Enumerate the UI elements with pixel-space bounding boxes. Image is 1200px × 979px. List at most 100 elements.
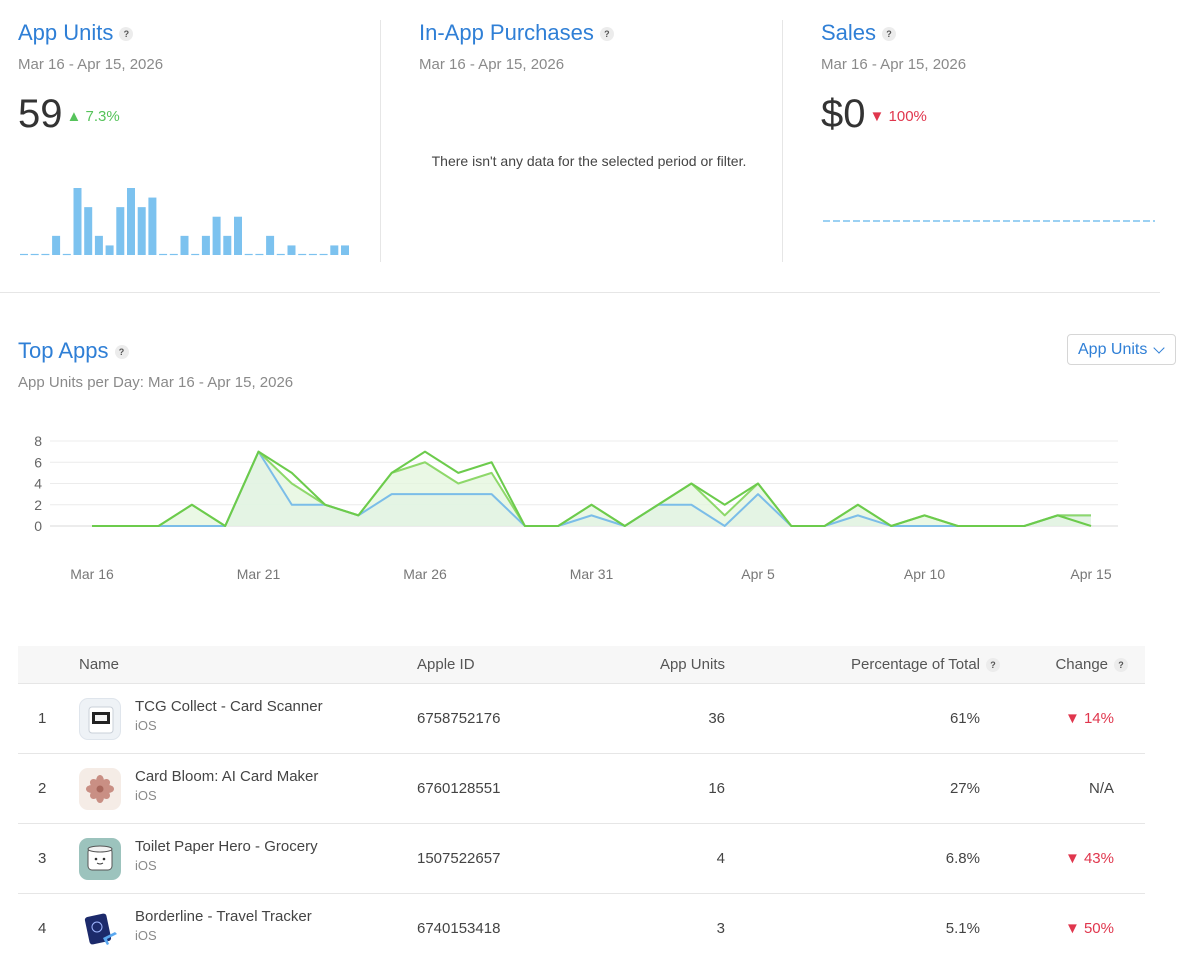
apple-id: 1507522657 [417, 850, 501, 867]
y-tick-label: 8 [34, 433, 42, 449]
help-icon[interactable]: ? [599, 27, 614, 42]
rank: 3 [38, 850, 47, 867]
apple-id: 6760128551 [417, 780, 501, 797]
col-units-header[interactable]: App Units [659, 656, 725, 673]
bar[interactable] [137, 207, 146, 255]
table-row[interactable]: 1 TCG Collect - Card Scanner iOS 6758752… [18, 684, 1145, 754]
help-icon[interactable]: ? [986, 658, 1000, 673]
apple-id: 6740153418 [417, 920, 501, 937]
col-pct-header[interactable]: Percentage of Total? [851, 656, 1000, 673]
sales-value: $0 ▼ 100% [821, 92, 927, 137]
bar[interactable] [201, 235, 210, 255]
iap-link[interactable]: In-App Purchases [419, 20, 594, 45]
help-icon[interactable]: ? [882, 27, 897, 42]
app-name[interactable]: Toilet Paper Hero - Grocery [135, 838, 318, 855]
bar[interactable] [180, 235, 189, 255]
table-header: Name Apple ID App Units Percentage of To… [18, 646, 1145, 684]
app-platform: iOS [135, 858, 157, 873]
help-icon[interactable]: ? [114, 345, 129, 360]
bar[interactable] [266, 235, 275, 255]
app-units-value: 59 ▲ 7.3% [18, 92, 120, 137]
app-name[interactable]: Card Bloom: AI Card Maker [135, 768, 319, 785]
bar[interactable] [287, 245, 296, 255]
bar[interactable] [94, 235, 103, 255]
percentage: 61% [949, 710, 980, 727]
help-icon[interactable]: ? [1114, 658, 1128, 673]
sales-delta-value: 100% [888, 108, 927, 125]
iap-empty-message: There isn't any data for the selected pe… [431, 153, 747, 169]
app-units-title: App Units? [18, 20, 134, 46]
app-units-link[interactable]: App Units [18, 20, 114, 45]
rank: 4 [38, 920, 47, 937]
sales-card: Sales? Mar 16 - Apr 15, 2026 $0 ▼ 100% [821, 0, 1161, 262]
table-row[interactable]: 2 Card Bloom: AI Card Maker iOS 67601285… [18, 754, 1145, 824]
iap-title: In-App Purchases? [419, 20, 614, 46]
toilet-paper-icon [79, 838, 121, 880]
bar[interactable] [127, 188, 135, 255]
sales-number: $0 [821, 92, 866, 136]
change: ▼ 14% [1065, 710, 1114, 727]
metric-dropdown-label: App Units [1078, 341, 1148, 358]
col-apple-id-header[interactable]: Apple ID [417, 656, 475, 673]
section-divider [0, 292, 1160, 293]
bar[interactable] [52, 235, 61, 255]
app-platform: iOS [135, 718, 157, 733]
bar[interactable] [84, 207, 93, 255]
y-tick-label: 6 [34, 454, 42, 470]
bar[interactable] [105, 245, 114, 255]
help-icon[interactable]: ? [119, 27, 134, 42]
x-tick-label: Apr 5 [741, 566, 775, 582]
change-value: 14% [1083, 710, 1114, 727]
metric-dropdown[interactable]: App Units [1067, 334, 1176, 365]
bar[interactable] [148, 197, 157, 255]
app-name[interactable]: Borderline - Travel Tracker [135, 908, 312, 925]
bar[interactable] [341, 245, 349, 255]
bar[interactable] [330, 245, 339, 255]
bar[interactable] [234, 216, 242, 255]
top-apps-link[interactable]: Top Apps [18, 338, 109, 363]
app-units-bar-chart [20, 188, 349, 256]
bar[interactable] [223, 235, 232, 255]
app-units-delta: ▲ 7.3% [67, 108, 120, 125]
triangle-up-icon: ▲ [66, 108, 82, 125]
top-apps-title: Top Apps? [18, 338, 129, 364]
passport-plane-icon [79, 908, 121, 950]
app-name[interactable]: TCG Collect - Card Scanner [135, 698, 323, 715]
triangle-down-icon: ▼ [869, 108, 885, 125]
card-divider [782, 20, 783, 262]
percentage: 6.8% [945, 850, 980, 867]
y-tick-label: 0 [34, 518, 42, 534]
apple-id: 6758752176 [417, 710, 501, 727]
triangle-down-icon: ▼ [1064, 850, 1080, 867]
app-units-number: 59 [18, 92, 63, 136]
card-scanner-icon [79, 698, 121, 740]
col-change-header[interactable]: Change? [1055, 656, 1128, 673]
rank: 1 [38, 710, 47, 727]
rank: 2 [38, 780, 47, 797]
app-platform: iOS [135, 788, 157, 803]
change: ▼ 50% [1065, 920, 1114, 937]
bar[interactable] [73, 188, 82, 255]
x-tick-label: Apr 15 [1070, 566, 1111, 582]
table-row[interactable]: 3 Toilet Paper Hero - Grocery iOS 150752… [18, 824, 1145, 894]
bar[interactable] [212, 216, 221, 255]
top-apps-chart: 0 2 4 6 8 Mar 16 Mar 21 Mar 26 Mar 31 Apr 5 Apr 10… [34, 433, 1118, 582]
series-area [92, 451, 1091, 526]
col-change-label: Change [1055, 656, 1108, 673]
app-units: 3 [716, 920, 725, 937]
bar[interactable] [116, 207, 125, 255]
triangle-down-icon: ▼ [1064, 920, 1080, 937]
sales-delta: ▼ 100% [870, 108, 927, 125]
table-row[interactable]: 4 Borderline - Travel Tracker iOS 674015… [18, 894, 1145, 964]
col-name-header[interactable]: Name [79, 656, 120, 673]
sales-flat-line [823, 220, 1155, 222]
sales-link[interactable]: Sales [821, 20, 877, 45]
app-units: 36 [708, 710, 725, 727]
sales-title: Sales? [821, 20, 897, 46]
top-apps-table: Name Apple ID App Units Percentage of To… [18, 646, 1145, 964]
app-units-date: Mar 16 - Apr 15, 2026 [18, 56, 164, 73]
sales-date: Mar 16 - Apr 15, 2026 [821, 56, 967, 73]
series-line[interactable] [92, 450, 1092, 527]
change: N/A [1088, 780, 1114, 797]
app-units-card: App Units? Mar 16 - Apr 15, 2026 59 ▲ 7.3… [18, 0, 368, 262]
